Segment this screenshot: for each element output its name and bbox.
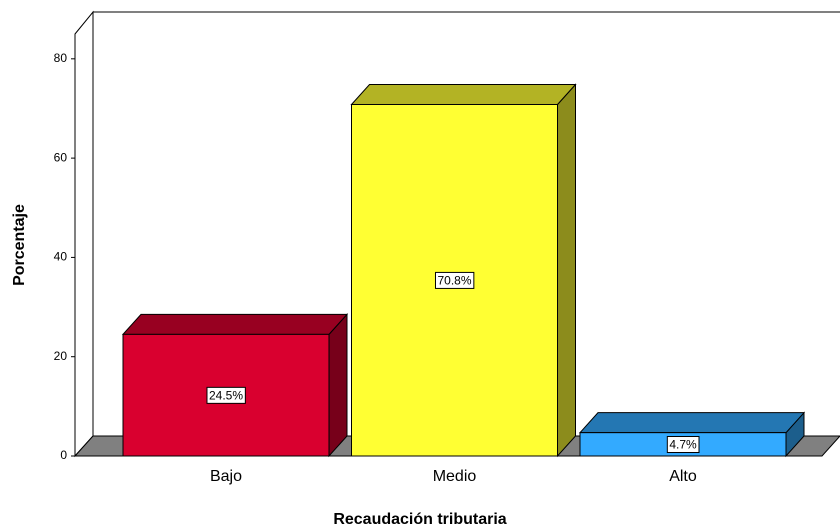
y-tick-label: 80 — [54, 51, 68, 65]
y-tick-label: 40 — [54, 250, 68, 264]
value-label: 70.8% — [437, 273, 471, 287]
x-tick-label: Medio — [433, 468, 477, 485]
bar-side — [557, 83, 576, 458]
x-tick-label: Alto — [669, 468, 697, 485]
value-label-box — [206, 386, 246, 404]
y-axis-label: Porcentaje — [11, 204, 28, 286]
bar-side — [328, 313, 348, 458]
bar-top — [121, 313, 349, 335]
bar-top — [350, 83, 577, 105]
bar-top — [578, 412, 806, 434]
y-tick-label: 20 — [54, 349, 68, 363]
value-label-box — [666, 436, 700, 454]
value-label-box — [434, 271, 475, 289]
x-tick-label: Bajo — [210, 468, 242, 485]
x-axis-label: Recaudación tributaria — [333, 511, 506, 528]
y-tick-label: 0 — [60, 448, 67, 462]
value-label: 24.5% — [209, 388, 243, 402]
value-label: 4.7% — [669, 438, 697, 452]
y-tick-label: 60 — [54, 150, 68, 164]
